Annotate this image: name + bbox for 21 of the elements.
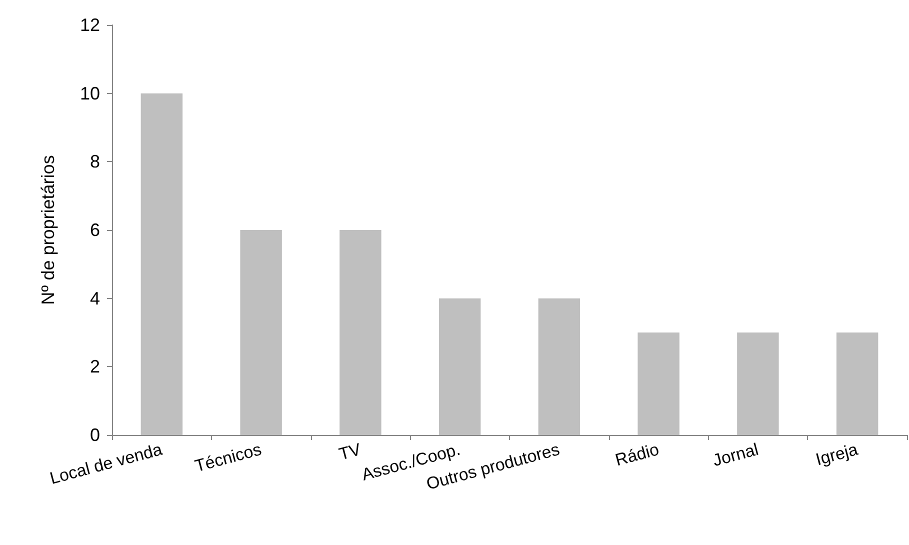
y-tick-label: 2 <box>90 356 100 377</box>
y-tick-label: 0 <box>90 425 100 445</box>
x-tick-label: Rádio <box>613 440 662 470</box>
bar <box>538 298 580 435</box>
y-axis-title: Nº de proprietários <box>38 155 58 305</box>
bar <box>737 332 779 435</box>
bar <box>836 332 878 435</box>
y-tick-label: 6 <box>90 220 100 240</box>
bar <box>240 230 282 435</box>
x-tick-label: TV <box>336 440 364 464</box>
y-tick-label: 4 <box>90 288 100 308</box>
y-tick-label: 12 <box>80 15 100 35</box>
y-tick-label: 8 <box>90 152 100 172</box>
x-tick-label: Igreja <box>814 440 860 470</box>
bar <box>638 332 680 435</box>
x-tick-label: Jornal <box>710 440 760 470</box>
bar <box>140 93 183 435</box>
bar <box>340 230 382 435</box>
y-tick-label: 10 <box>80 83 100 104</box>
x-tick-label: Técnicos <box>192 440 264 476</box>
bar <box>438 298 481 435</box>
